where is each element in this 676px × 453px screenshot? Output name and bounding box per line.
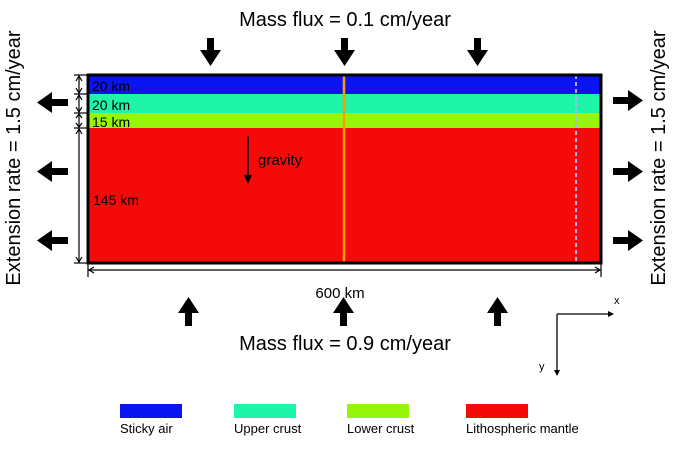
- right-arrow-icon: [613, 90, 643, 111]
- width-label: 600 km: [315, 285, 364, 302]
- left-extension-rate-label: Extension rate = 1.5 cm/year: [3, 30, 25, 285]
- legend-label: Sticky air: [120, 421, 173, 436]
- top-mass-flux-label: Mass flux = 0.1 cm/year: [239, 9, 451, 31]
- x-axis-label: x: [614, 295, 620, 307]
- legend-item-lower-crust: Lower crust: [347, 404, 414, 436]
- model-frame: [86, 73, 603, 265]
- legend-swatch: [347, 404, 409, 418]
- legend-item-lithospheric-mantle: Lithospheric mantle: [466, 404, 579, 436]
- thickness-scale: [74, 74, 88, 264]
- top-down-arrows: [200, 38, 488, 66]
- up-arrow-icon: [333, 297, 354, 326]
- legend-item-upper-crust: Upper crust: [234, 404, 301, 436]
- gravity-arrow-icon: [244, 136, 252, 184]
- layer-thickness-label: 20 km: [92, 78, 130, 94]
- right-arrow-icon: [613, 230, 643, 251]
- left-extension-arrows: [37, 92, 68, 251]
- bottom-mass-flux-label: Mass flux = 0.9 cm/year: [239, 333, 451, 355]
- left-arrow-icon: [37, 92, 68, 113]
- layer-thickness-label: 145 km: [93, 192, 139, 208]
- up-arrow-icon: [487, 297, 508, 326]
- right-arrow-icon: [613, 161, 643, 182]
- gravity-label: gravity: [258, 152, 303, 169]
- down-arrow-icon: [200, 38, 221, 66]
- left-arrow-icon: [37, 230, 68, 251]
- bottom-up-arrows: [178, 297, 508, 326]
- layer-thickness-label: 20 km: [92, 97, 130, 113]
- y-axis-label: y: [539, 361, 545, 373]
- legend-label: Lithospheric mantle: [466, 421, 579, 436]
- legend-item-sticky-air: Sticky air: [120, 404, 182, 436]
- down-arrow-icon: [467, 38, 488, 66]
- right-extension-arrows: [613, 90, 643, 251]
- legend-label: Upper crust: [234, 421, 302, 436]
- legend-swatch: [120, 404, 182, 418]
- coordinate-axes: [554, 311, 614, 376]
- down-arrow-icon: [334, 38, 355, 66]
- width-dimension: [87, 264, 602, 277]
- legend-swatch: [234, 404, 296, 418]
- right-extension-rate-label: Extension rate = 1.5 cm/year: [648, 30, 670, 285]
- legend: Sticky air Upper crust Lower crust Litho…: [0, 404, 676, 444]
- legend-label: Lower crust: [347, 421, 415, 436]
- legend-swatch: [466, 404, 528, 418]
- up-arrow-icon: [178, 297, 199, 326]
- layer-thickness-label: 15 km: [92, 114, 130, 130]
- left-arrow-icon: [37, 161, 68, 182]
